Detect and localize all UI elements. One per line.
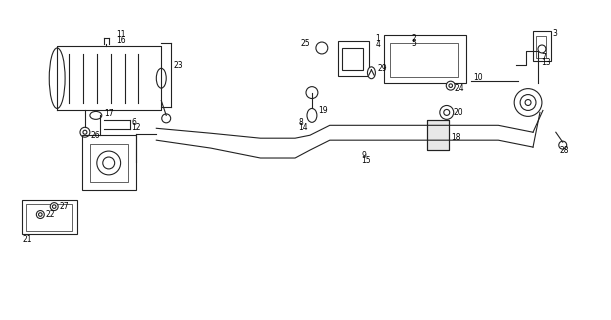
Bar: [536, 36, 546, 58]
Text: 7: 7: [541, 53, 546, 62]
Ellipse shape: [49, 48, 65, 108]
Bar: [338, 41, 370, 76]
Bar: [90, 144, 128, 182]
Text: 3: 3: [553, 28, 558, 38]
Bar: [342, 48, 364, 70]
Text: 19: 19: [318, 106, 327, 115]
Text: 4: 4: [375, 39, 380, 49]
Bar: [390, 43, 458, 77]
Ellipse shape: [38, 213, 42, 216]
Text: 17: 17: [104, 109, 114, 118]
Ellipse shape: [559, 141, 567, 149]
Text: 20: 20: [454, 108, 463, 117]
Ellipse shape: [444, 109, 450, 116]
Text: 28: 28: [560, 146, 569, 155]
Ellipse shape: [83, 130, 87, 134]
Ellipse shape: [50, 203, 58, 211]
Ellipse shape: [306, 87, 318, 99]
Ellipse shape: [367, 67, 375, 79]
Text: 25: 25: [301, 38, 310, 48]
Text: 27: 27: [59, 202, 69, 211]
Bar: [26, 204, 72, 231]
Text: 24: 24: [455, 84, 464, 93]
Text: 11: 11: [116, 30, 126, 39]
Text: 14: 14: [298, 123, 308, 132]
Text: 13: 13: [541, 58, 551, 67]
Ellipse shape: [446, 81, 455, 90]
Ellipse shape: [525, 100, 531, 106]
Bar: [427, 120, 448, 150]
Ellipse shape: [316, 42, 328, 54]
Text: 1: 1: [375, 34, 380, 43]
Ellipse shape: [520, 95, 536, 110]
Ellipse shape: [97, 151, 120, 175]
Text: 22: 22: [45, 210, 55, 219]
Bar: [533, 31, 551, 61]
Ellipse shape: [514, 89, 542, 116]
Text: 21: 21: [23, 235, 32, 244]
Text: 16: 16: [116, 36, 126, 44]
Text: 6: 6: [131, 118, 136, 127]
Text: 9: 9: [362, 150, 367, 160]
Text: 26: 26: [91, 131, 100, 140]
Ellipse shape: [90, 111, 102, 119]
Ellipse shape: [449, 84, 453, 87]
Bar: [82, 135, 136, 190]
Ellipse shape: [103, 157, 115, 169]
Ellipse shape: [156, 68, 166, 88]
Ellipse shape: [53, 205, 56, 208]
Text: 12: 12: [131, 123, 141, 132]
Bar: [23, 200, 77, 234]
Ellipse shape: [80, 127, 90, 137]
Ellipse shape: [440, 106, 454, 119]
Text: 18: 18: [451, 133, 460, 142]
Text: 2: 2: [411, 34, 416, 43]
Bar: [427, 120, 448, 150]
Ellipse shape: [37, 211, 44, 219]
Text: 8: 8: [298, 118, 303, 127]
Ellipse shape: [538, 45, 546, 53]
Text: 15: 15: [362, 156, 371, 164]
Ellipse shape: [307, 108, 317, 122]
Ellipse shape: [162, 114, 170, 123]
Text: 10: 10: [474, 73, 483, 82]
Text: 23: 23: [173, 61, 183, 70]
Text: 29: 29: [378, 64, 387, 73]
Bar: [384, 35, 466, 83]
Text: 5: 5: [411, 38, 416, 48]
